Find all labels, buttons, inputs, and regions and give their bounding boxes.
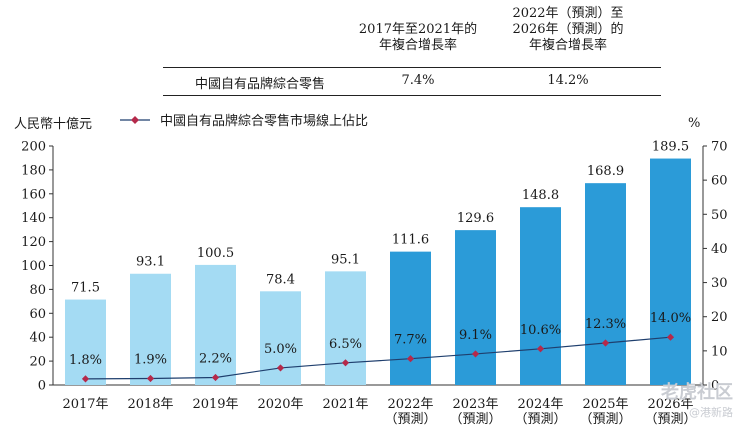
bar <box>520 207 561 385</box>
line-value-label: 7.7% <box>394 333 427 348</box>
line-value-label: 12.3% <box>585 317 626 332</box>
cagr-col1-header-line2: 年複合增長率 <box>378 38 457 53</box>
cagr-col2-value: 14.2% <box>547 73 589 88</box>
line-marker <box>276 364 285 372</box>
right-tick-label: 0 <box>711 379 719 394</box>
line-value-label: 14.0% <box>650 311 691 326</box>
left-tick-label: 20 <box>29 355 46 370</box>
watermark-line1: 老虎社区 <box>661 382 733 403</box>
cagr-bottom-rule <box>163 95 661 96</box>
right-tick-label: 30 <box>711 276 728 291</box>
bar-value-label: 168.9 <box>587 164 624 179</box>
cagr-row-label: 中國自有品牌綜合零售 <box>194 77 325 92</box>
bar <box>585 183 626 385</box>
x-tick-label: 2024年 <box>517 397 563 412</box>
line-marker <box>666 333 675 341</box>
line-value-label: 10.6% <box>520 323 561 338</box>
right-tick-label: 50 <box>711 208 728 223</box>
bar-value-label: 95.1 <box>331 252 360 267</box>
legend-marker-icon <box>120 116 150 124</box>
right-axis-unit: % <box>688 116 701 131</box>
line-marker <box>211 373 220 382</box>
left-tick-label: 100 <box>21 259 46 274</box>
bar <box>65 299 106 385</box>
x-tick-label: （預測） <box>644 412 696 427</box>
bar-value-label: 100.5 <box>197 246 234 261</box>
bar <box>130 273 171 385</box>
x-tick-label: 2021年 <box>322 397 368 412</box>
cagr-col2-header-line3: 年複合增長率 <box>528 38 607 53</box>
line-marker <box>601 339 610 347</box>
x-tick-label: 2023年 <box>452 397 498 412</box>
watermark: 老虎社区 @港新路 <box>661 378 733 420</box>
x-tick-label: （預測） <box>384 412 436 427</box>
bar-value-label: 93.1 <box>136 255 165 270</box>
cagr-col2-header-line2: 2026年（預測）的 <box>512 22 624 37</box>
left-tick-label: 80 <box>29 283 46 298</box>
bar-value-label: 189.5 <box>652 140 689 155</box>
right-tick-label: 60 <box>711 174 728 189</box>
line-marker <box>471 350 480 358</box>
x-tick-label: 2020年 <box>257 397 303 412</box>
left-tick-label: 40 <box>29 331 46 346</box>
x-tick-label: （預測） <box>449 412 501 427</box>
x-tick-label: 2018年 <box>127 397 173 412</box>
x-tick-label: 2017年 <box>62 397 108 412</box>
x-tick-label: 2025年 <box>582 397 628 412</box>
bar-value-label: 78.4 <box>266 272 295 287</box>
line-marker <box>406 355 415 363</box>
cagr-col1-value: 7.4% <box>401 73 435 88</box>
left-tick-label: 0 <box>38 379 46 394</box>
line-marker <box>146 374 155 383</box>
bar <box>650 158 691 385</box>
x-tick-label: 2022年 <box>387 397 433 412</box>
bar-value-label: 71.5 <box>71 281 100 296</box>
bar <box>390 251 431 385</box>
x-tick-label: （預測） <box>514 412 566 427</box>
cagr-col1-header: 2017年至2021年的 年複合增長率 <box>348 22 488 54</box>
left-tick-label: 140 <box>21 211 46 226</box>
cagr-header-rule <box>163 67 661 68</box>
line-value-label: 1.9% <box>134 353 167 368</box>
bar-value-label: 148.8 <box>522 188 559 203</box>
left-tick-label: 180 <box>21 163 46 178</box>
line-value-label: 2.2% <box>199 351 232 366</box>
line-marker <box>81 375 90 383</box>
line-value-label: 1.8% <box>69 353 102 368</box>
bar-value-label: 111.6 <box>392 233 429 248</box>
line-value-label: 9.1% <box>459 328 492 343</box>
cagr-col2-header: 2022年（預測）至 2026年（預測）的 年複合增長率 <box>498 6 638 54</box>
line-value-label: 5.0% <box>264 342 297 357</box>
right-tick-label: 70 <box>711 140 728 155</box>
line-value-label: 6.5% <box>329 337 362 352</box>
line-marker <box>341 359 350 367</box>
cagr-col1-header-line1: 2017年至2021年的 <box>358 22 478 37</box>
bar <box>325 271 366 385</box>
bar <box>455 230 496 385</box>
left-tick-label: 60 <box>29 307 46 322</box>
right-tick-label: 10 <box>711 344 728 359</box>
right-tick-label: 40 <box>711 242 728 257</box>
watermark-line2: @港新路 <box>689 406 733 419</box>
cagr-col2-header-line1: 2022年（預測）至 <box>512 6 624 21</box>
x-tick-label: 2026年 <box>647 397 693 412</box>
legend-label: 中國自有品牌綜合零售市場線上佔比 <box>160 114 369 129</box>
bar <box>195 264 236 385</box>
line-marker <box>536 345 545 353</box>
left-tick-label: 160 <box>21 187 46 202</box>
line-series <box>85 336 671 380</box>
x-tick-label: （預測） <box>579 412 631 427</box>
left-tick-label: 200 <box>21 140 46 155</box>
bar-value-label: 129.6 <box>457 211 494 226</box>
left-axis-unit: 人民幣十億元 <box>14 117 93 132</box>
left-tick-label: 120 <box>21 235 46 250</box>
right-tick-label: 20 <box>711 310 728 325</box>
x-tick-label: 2019年 <box>192 397 238 412</box>
